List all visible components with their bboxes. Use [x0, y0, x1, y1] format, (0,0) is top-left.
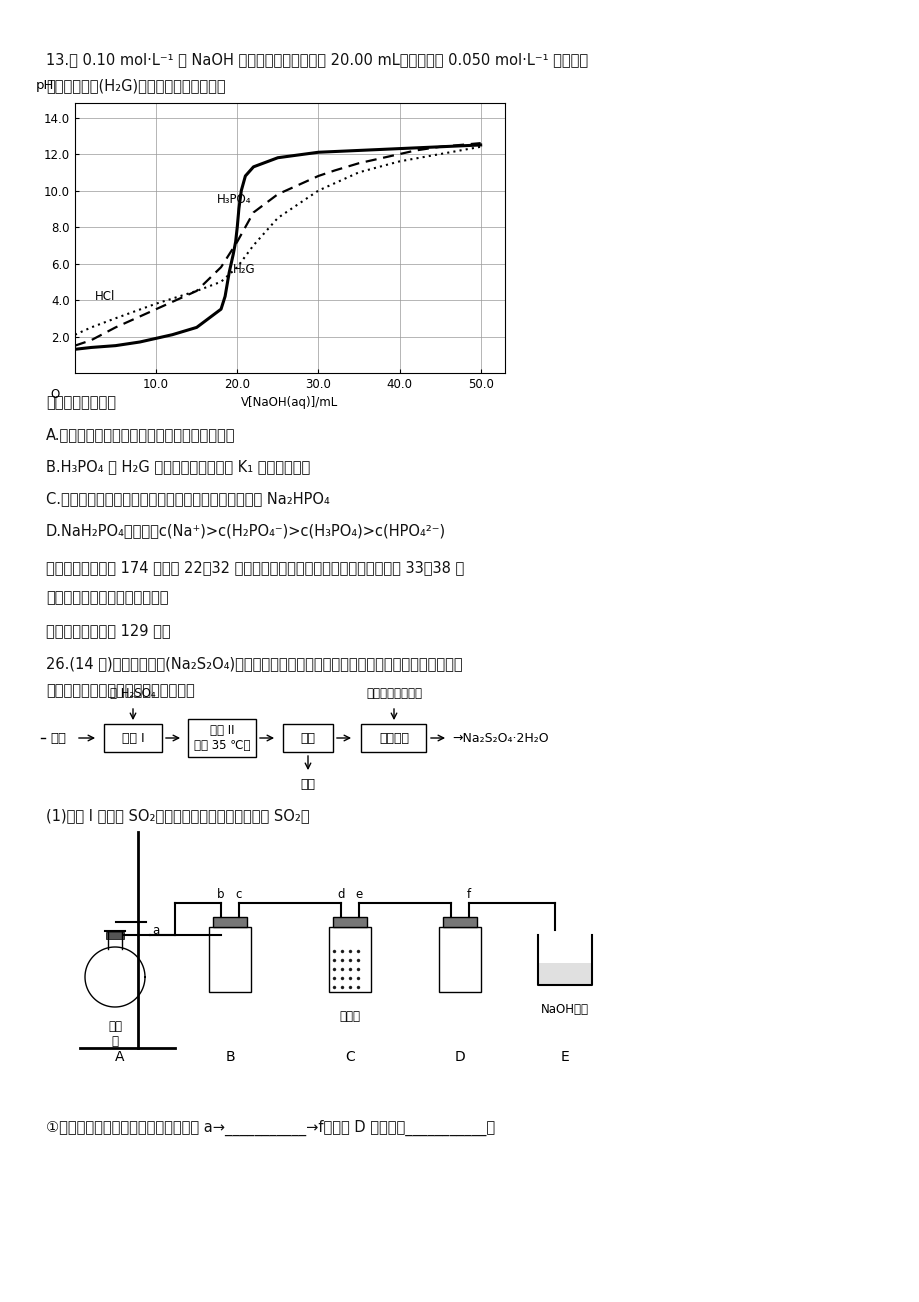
Text: （一）必考题：共 129 分。: （一）必考题：共 129 分。 [46, 622, 170, 638]
Text: NaOH溶液: NaOH溶液 [540, 1003, 588, 1016]
Bar [361, 724, 426, 753]
Text: (1)反应 I 是制备 SO₂，下图装置可制取纯净干燥的 SO₂：: (1)反应 I 是制备 SO₂，下图装置可制取纯净干燥的 SO₂： [46, 809, 310, 823]
Text: H₃PO₄: H₃PO₄ [217, 193, 251, 206]
Text: 为选考题，考生根据要求作答。: 为选考题，考生根据要求作答。 [46, 590, 168, 605]
Text: c: c [235, 888, 242, 901]
X-axis label: V[NaOH(aq)]/mL: V[NaOH(aq)]/mL [241, 396, 338, 409]
Text: f: f [467, 888, 471, 901]
Text: C.用酥酰作指示剂滴定磷酸到终点时，溶液中的溶质为 Na₂HPO₄: C.用酥酰作指示剂滴定磷酸到终点时，溶液中的溶质为 Na₂HPO₄ [46, 491, 329, 506]
Bar [213, 917, 246, 927]
Text: B: B [225, 1049, 234, 1064]
Bar [104, 724, 162, 753]
Text: a: a [152, 924, 159, 937]
Text: 反应 II
（约 35 ℃）: 反应 II （约 35 ℃） [194, 724, 250, 753]
Bar [539, 963, 591, 984]
Text: 浓 H₂SO₄: 浓 H₂SO₄ [110, 687, 155, 700]
Bar [329, 927, 370, 992]
Text: A: A [115, 1049, 125, 1064]
Text: D.NaH₂PO₄溶液中：c(Na⁺)>c(H₂PO₄⁻)>c(H₃PO₄)>c(HPO₄²⁻): D.NaH₂PO₄溶液中：c(Na⁺)>c(H₂PO₄⁻)>c(H₃PO₄)>c… [46, 523, 446, 538]
Bar [106, 932, 124, 939]
Text: 在实验室制备连二亚确酸钓流程如下：: 在实验室制备连二亚确酸钓流程如下： [46, 684, 195, 698]
Bar [283, 724, 333, 753]
Text: B.H₃PO₄ 与 H₂G 的第一电离平衡常数 K₁ 的数量级不同: B.H₃PO₄ 与 H₂G 的第一电离平衡常数 K₁ 的数量级不同 [46, 460, 310, 474]
Text: 加适量饱和食盐水: 加适量饱和食盐水 [366, 687, 422, 700]
Text: 三、非选择题：共 174 分。第 22～32 题为必考题，每个试题考生都必须作答。第 33～38 题: 三、非选择题：共 174 分。第 22～32 题为必考题，每个试题考生都必须作答… [46, 560, 464, 575]
Text: b: b [217, 888, 224, 901]
Text: E: E [560, 1049, 569, 1064]
Text: 滤渣: 滤渣 [301, 779, 315, 792]
Bar [209, 927, 251, 992]
Text: d: d [337, 888, 345, 901]
Text: A.滴定盐酸时，用甲基橙作指示剂比用酥酰更好: A.滴定盐酸时，用甲基橙作指示剂比用酥酰更好 [46, 427, 235, 441]
Text: O: O [50, 388, 60, 401]
Bar [333, 917, 367, 927]
Text: 13.用 0.10 mol·L⁻¹ 的 NaOH 溶液分别滴定体积均为 20.00 mL、浓度均为 0.050 mol·L⁻¹ 的盐酸、: 13.用 0.10 mol·L⁻¹ 的 NaOH 溶液分别滴定体积均为 20.0… [46, 52, 587, 66]
Text: 加热
炉: 加热 炉 [108, 1019, 122, 1048]
Text: 反应 I: 反应 I [121, 732, 144, 745]
Text: HCl: HCl [96, 290, 116, 303]
Text: 26.(14 分)连二亚确酸钓(Na₂S₂O₄)俗称保险粉，是一种淡黄色粉末，易溶于水，不溶于乙醇。: 26.(14 分)连二亚确酸钓(Na₂S₂O₄)俗称保险粉，是一种淡黄色粉末，易… [46, 656, 462, 671]
Text: ①按气流方向连接各件器接口，顺序为 a→___________→f，装置 D 的作用是___________。: ①按气流方向连接各件器接口，顺序为 a→___________→f，装置 D 的… [46, 1120, 494, 1137]
Bar [438, 927, 481, 992]
Text: C: C [345, 1049, 355, 1064]
Bar [187, 719, 255, 756]
Bar [443, 917, 476, 927]
Text: 过滤: 过滤 [301, 732, 315, 745]
Text: 下列说法正确的是: 下列说法正确的是 [46, 395, 116, 410]
Text: 铜层: 铜层 [50, 732, 66, 745]
Y-axis label: pH: pH [36, 79, 54, 92]
Text: D: D [454, 1049, 465, 1064]
Text: e: e [355, 888, 362, 901]
Text: →Na₂S₂O₄·2H₂O: →Na₂S₂O₄·2H₂O [451, 732, 548, 745]
Text: 冷却结晶: 冷却结晶 [379, 732, 409, 745]
Text: 磷酸及谷氨酸(H₂G)，滴定曲线如图所示：: 磷酸及谷氨酸(H₂G)，滴定曲线如图所示： [46, 78, 225, 92]
Text: 浓硫酸: 浓硫酸 [339, 1010, 360, 1023]
Text: H₂G: H₂G [233, 263, 255, 276]
